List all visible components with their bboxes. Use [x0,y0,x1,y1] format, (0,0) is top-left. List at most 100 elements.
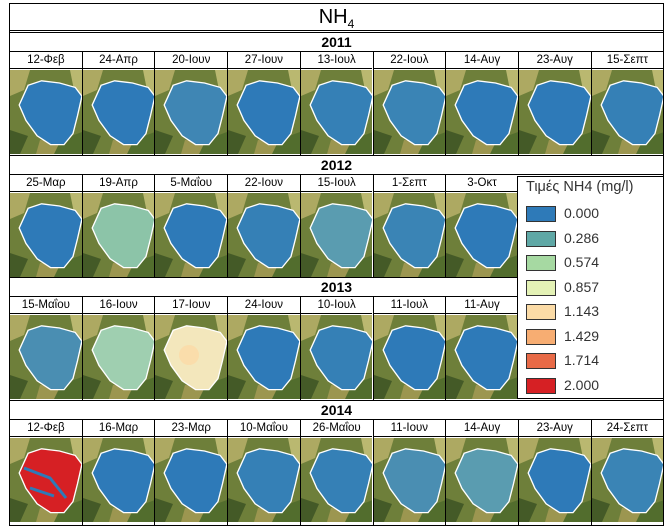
map-cell [81,69,155,155]
map-cell [227,314,300,400]
terrain-patch [373,130,392,154]
date-label: 25-Μαρ [9,175,82,192]
legend-swatch [526,328,556,345]
lake-map-image [10,193,82,277]
lake-map-image [10,70,82,154]
terrain-patch [82,130,101,154]
lake-map-image [446,438,518,522]
lake-map-image [155,70,228,154]
terrain-patch [490,377,518,399]
terrain-patch [10,315,30,341]
lake-water [236,203,300,269]
legend-label: 0.000 [564,205,600,221]
legend-label: 0.857 [564,278,600,295]
map-cell [154,69,228,155]
terrain-patch [373,438,394,464]
lake-map-image [228,438,300,522]
lake-map-image [82,193,155,277]
map-cell [154,437,228,526]
date-label: 23-Μαρ [154,420,228,437]
terrain-patch [126,500,155,522]
terrain-patch [10,375,28,399]
lake-water [381,325,446,391]
date-label: 3-Οκτ [445,175,518,192]
date-label: 14-Αυγ [445,52,518,69]
map-cell [227,69,300,155]
lake-map-image [518,70,591,154]
terrain-patch [417,377,446,399]
map-cell [299,314,373,400]
date-label: 14-Αυγ [445,420,518,437]
terrain-patch [446,315,467,341]
terrain-patch [10,130,28,154]
terrain-patch [344,500,373,522]
lake-map-image [155,315,228,399]
terrain-patch [300,375,319,399]
terrain-patch [155,193,176,219]
date-label: 16-Μαρ [81,420,155,437]
terrain-patch [373,70,394,96]
terrain-patch [446,375,465,399]
terrain-patch [490,255,518,277]
lake-map-image [10,438,82,522]
terrain-patch [300,253,319,277]
date-label: 11-Ιουλ [372,297,446,314]
legend-label: 0.574 [564,254,600,270]
legend-swatch [526,206,556,222]
legend-swatch [526,279,556,296]
terrain-patch [562,500,591,522]
terrain-patch [446,193,467,219]
terrain-patch [446,130,465,154]
terrain-patch [344,377,373,399]
legend-label: 0.286 [564,229,600,246]
terrain-patch [228,193,249,219]
map-cell [590,69,664,155]
map-cell [154,192,228,278]
terrain-patch [518,438,539,464]
terrain-patch [199,132,228,154]
terrain-patch [300,315,321,341]
lake-water [236,448,300,514]
terrain-patch [300,498,319,522]
map-cell [590,437,664,526]
map-cell [372,314,446,400]
terrain-patch [300,130,319,154]
lake-map-image [10,315,82,399]
lake-water [18,325,82,391]
terrain-patch [635,132,664,154]
date-label: 26-Μαΐου [299,420,373,437]
legend: Τιμές NH4 (mg/l) 0.000 0.286 0.574 0.857 1.1… [517,176,664,399]
lake-map-image [300,70,373,154]
lake-map-image [155,438,228,522]
terrain-patch [228,375,247,399]
lake-water [381,203,446,269]
year-header-2011: 2011 [9,32,664,52]
lake-map-image [446,70,518,154]
map-cell [227,192,300,278]
map-cell [299,69,373,155]
lake-water [91,325,155,391]
lake-water [18,80,82,146]
lake-water [309,325,373,391]
legend-label: 1.429 [564,327,600,344]
terrain-patch [126,377,155,399]
terrain-patch [373,375,392,399]
date-label: 24-Απρ [81,52,155,69]
terrain-patch [82,498,101,522]
terrain-patch [155,130,174,154]
legend-label: 1.714 [564,352,600,368]
date-label: 10-Ιουλ [299,297,373,314]
terrain-patch [82,438,103,464]
terrain-patch [344,255,373,277]
terrain-patch [490,132,518,154]
terrain-patch [199,377,228,399]
year-header-2012: 2012 [9,155,664,175]
terrain-patch [518,130,537,154]
date-label: 15-Σεπτ [590,52,664,69]
lake-water [600,448,664,514]
date-label: 23-Αυγ [517,52,591,69]
map-cell [372,437,446,526]
map-cell [445,69,518,155]
terrain-patch [373,253,392,277]
lake-map-image [373,70,446,154]
